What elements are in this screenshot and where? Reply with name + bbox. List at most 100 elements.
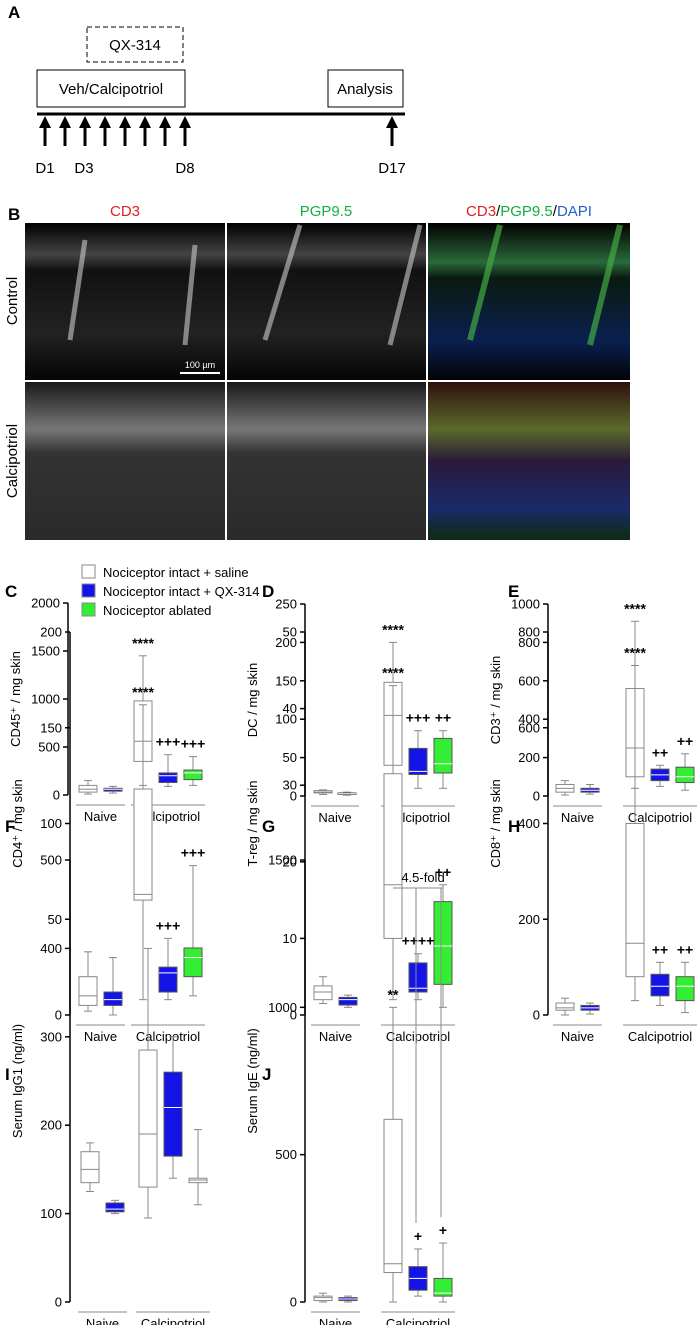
- label-part: CD3: [466, 203, 496, 220]
- significance: ++: [677, 733, 693, 749]
- day-label: D1: [35, 160, 54, 177]
- day-label: D8: [175, 160, 194, 177]
- significance: +++: [156, 917, 181, 933]
- y-tick-label: 150: [40, 720, 62, 735]
- group-label: Naive: [561, 1029, 594, 1044]
- y-tick-label: 200: [40, 1118, 62, 1133]
- legend-label: Nociceptor intact + saline: [103, 565, 249, 580]
- group-label: Calcipotriol: [628, 810, 692, 825]
- y-tick-label: 200: [275, 635, 297, 650]
- arrow-head: [386, 116, 398, 128]
- significance: ****: [382, 621, 404, 637]
- significance: ****: [624, 645, 646, 661]
- legend-swatch: [81, 583, 96, 598]
- row-label: Calcipotriol: [4, 424, 21, 498]
- y-tick-label: 40: [283, 701, 297, 716]
- micrograph: [227, 223, 426, 380]
- group-label: Calcipotriol: [141, 1316, 205, 1325]
- box: [338, 996, 358, 1006]
- box: [78, 976, 98, 1006]
- y-tick-label: 0: [290, 789, 297, 804]
- group-label: Naive: [318, 810, 351, 825]
- y-tick-label: 100: [40, 816, 62, 831]
- drug-label: QX-314: [109, 37, 161, 54]
- y-tick-label: 400: [518, 712, 540, 727]
- y-tick-label: 200: [40, 625, 62, 640]
- y-tick-label: 1000: [31, 692, 60, 707]
- group-label: Naive: [319, 1029, 352, 1044]
- column-label: PGP9.5: [300, 203, 353, 220]
- row-label: Control: [4, 277, 21, 325]
- qx-box: [86, 26, 184, 63]
- day-label: D3: [74, 160, 93, 177]
- box: [105, 1202, 125, 1213]
- y-tick-label: 300: [40, 1029, 62, 1044]
- arrow-head: [119, 116, 131, 128]
- treatment-label: Veh/Calcipotriol: [59, 81, 163, 98]
- y-tick-label: 800: [518, 625, 540, 640]
- box: [408, 962, 428, 993]
- legend-label: Nociceptor intact + QX-314: [103, 584, 259, 599]
- significance: ++: [652, 941, 668, 957]
- box: [158, 772, 178, 784]
- y-tick-label: 0: [55, 1008, 62, 1023]
- y-tick-label: 50: [283, 625, 297, 640]
- significance: +: [439, 1222, 447, 1238]
- box: [383, 773, 403, 939]
- day-label: D17: [378, 160, 406, 177]
- box: [183, 769, 203, 781]
- box: [433, 1277, 453, 1297]
- group-label: Calcipotriol: [386, 1316, 450, 1325]
- box: [433, 901, 453, 985]
- group-label: Naive: [319, 1316, 352, 1325]
- box: [555, 1002, 575, 1011]
- y-tick-label: 2000: [31, 596, 60, 611]
- panel-letter: C: [5, 582, 17, 601]
- micrograph: [428, 382, 630, 540]
- y-tick-label: 200: [518, 750, 540, 765]
- box: [313, 1295, 333, 1302]
- y-axis-label: CD3⁺ / mg skin: [488, 656, 503, 745]
- legend-swatch: [81, 602, 96, 617]
- box: [183, 947, 203, 978]
- y-tick-label: 30: [283, 778, 297, 793]
- y-axis-label: CD4⁺ / mg skin: [10, 779, 25, 868]
- significance: +++: [181, 845, 206, 861]
- box: [408, 747, 428, 775]
- chart: GT-reg / mg skin 0 10 20 30 40 50 Naive Calcipot…: [245, 625, 455, 1044]
- y-axis-label: Serum IgE (ng/ml): [245, 1028, 260, 1133]
- fold-label: 4.5-fold: [401, 870, 444, 885]
- y-tick-label: 0: [290, 1008, 297, 1023]
- box: [133, 788, 153, 901]
- box: [158, 966, 178, 993]
- y-tick-label: 100: [40, 1206, 62, 1221]
- y-tick-label: 600: [518, 673, 540, 688]
- box: [80, 1151, 100, 1184]
- arrow-head: [179, 116, 191, 128]
- box: [313, 985, 333, 1001]
- y-tick-label: 1000: [511, 597, 540, 612]
- panel-letter: D: [262, 582, 274, 601]
- y-tick-label: 0: [533, 1008, 540, 1023]
- analysis-box: [327, 69, 404, 108]
- y-tick-label: 0: [533, 789, 540, 804]
- label-part: /: [496, 203, 501, 220]
- column-label: CD3: [110, 203, 140, 220]
- panel-letter: A: [8, 3, 20, 22]
- arrow-head: [159, 116, 171, 128]
- hair-follicles: [467, 224, 623, 346]
- arrow-head: [39, 116, 51, 128]
- significance: ++++: [402, 933, 435, 949]
- panel-letter: G: [262, 817, 275, 836]
- group-label: Naive: [84, 809, 117, 824]
- y-axis-label: T-reg / mg skin: [245, 781, 260, 867]
- significance: ****: [132, 635, 154, 651]
- y-tick-label: 20: [283, 854, 297, 869]
- label-part: DAPI: [557, 203, 592, 220]
- y-tick-label: 400: [518, 816, 540, 831]
- micrograph: [25, 382, 225, 540]
